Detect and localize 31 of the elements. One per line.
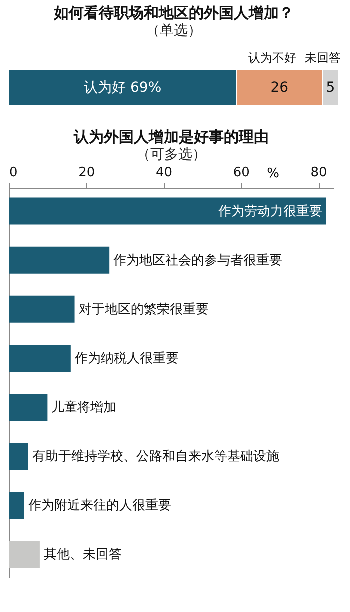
- category-label: 作为附近来往的人很重要: [28, 498, 172, 514]
- category-label: 作为纳税人很重要: [74, 351, 179, 366]
- category-label: 作为劳动力很重要: [218, 204, 322, 220]
- bar: [9, 492, 24, 520]
- chart-title: 如何看待职场和地区的外国人增加？: [53, 4, 294, 22]
- category-label: 作为地区社会的参与者很重要: [114, 253, 283, 268]
- category-label: 儿童将增加: [52, 400, 117, 416]
- chart-subtitle: （可多选）: [136, 147, 206, 163]
- x-tick-label: 0: [10, 166, 18, 180]
- bar: [9, 344, 71, 372]
- category-label: 有助于维持学校、公路和自来水等基础设施: [32, 450, 280, 465]
- x-tick-label: 40: [156, 166, 173, 180]
- bar: [9, 296, 75, 323]
- bar: [9, 541, 40, 568]
- text: 认为好 69%: [84, 80, 162, 96]
- x-axis-title: %: [267, 166, 280, 182]
- data-label: 5: [326, 80, 336, 96]
- x-tick-label: 20: [78, 166, 96, 180]
- bar: [9, 246, 110, 274]
- series-label: 认为不好: [248, 51, 296, 65]
- bar: [9, 394, 48, 422]
- data-label: 26: [270, 80, 289, 96]
- bar: [9, 198, 326, 225]
- category-label: 对于地区的繁荣很重要: [78, 302, 209, 318]
- chart-title: 认为外国人增加是好事的理由: [73, 128, 269, 146]
- series-label: 未回答: [305, 51, 341, 65]
- chart-subtitle: （单选）: [146, 23, 202, 39]
- bar: [9, 443, 28, 470]
- x-tick-label: 60: [233, 166, 250, 180]
- category-label: 其他、未回答: [44, 548, 122, 563]
- x-tick-label: 80: [310, 166, 328, 180]
